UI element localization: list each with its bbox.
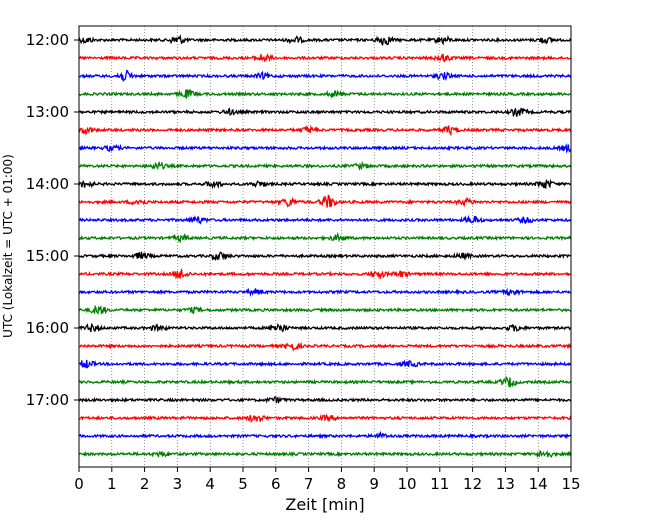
seismic-trace (78, 124, 572, 137)
x-tick-label: 6 (271, 475, 281, 493)
x-tick-label: 7 (304, 475, 314, 493)
x-tick-label: 12 (463, 475, 482, 493)
plot-frame (78, 25, 572, 468)
y-tick-label: 13:00 (26, 103, 69, 121)
seismic-trace (78, 107, 572, 118)
x-tick-label: 8 (337, 475, 347, 493)
seismic-trace (78, 142, 572, 154)
seismic-trace (78, 396, 572, 404)
y-tick-label: 12:00 (26, 31, 69, 49)
seismic-trace (78, 53, 572, 63)
seismic-trace (78, 178, 572, 190)
seismic-trace (78, 375, 572, 389)
x-tick-label: 14 (529, 475, 548, 493)
seismic-trace (78, 323, 572, 333)
x-tick-label: 10 (397, 475, 416, 493)
seismic-trace (78, 449, 572, 459)
x-tick-label: 11 (430, 475, 449, 493)
x-tick-label: 1 (107, 475, 117, 493)
seismic-trace (78, 359, 572, 369)
seismic-trace (78, 194, 572, 208)
y-tick-label: 17:00 (26, 391, 69, 409)
y-axis-label: UTC (Lokalzeit = UTC + 01:00) (1, 154, 15, 338)
seismic-trace (78, 341, 572, 352)
y-tick-label: 14:00 (26, 175, 69, 193)
x-axis-ticks: 0 1 2 3 4 5 6 7 8 9 10 11 12 13 14 15 (74, 467, 581, 493)
seismic-trace (78, 231, 572, 244)
x-tick-label: 0 (74, 475, 84, 493)
seismic-trace (78, 268, 572, 280)
x-tick-label: 3 (173, 475, 183, 493)
x-axis-label: Zeit [min] (285, 495, 364, 514)
seismic-trace (79, 304, 572, 315)
x-tick-label: 9 (369, 475, 379, 493)
seismic-trace (79, 413, 572, 423)
seismic-trace (78, 88, 572, 99)
seismic-trace (78, 34, 571, 46)
x-tick-label: 13 (496, 475, 515, 493)
x-tick-label: 4 (205, 475, 215, 493)
x-tick-label: 5 (238, 475, 248, 493)
seismic-trace (78, 214, 572, 225)
y-tick-label: 16:00 (26, 319, 69, 337)
seismic-traces (78, 34, 572, 459)
seismic-trace (78, 430, 572, 440)
seismic-trace (78, 160, 571, 172)
seismic-trace (78, 251, 572, 262)
x-tick-label: 2 (140, 475, 150, 493)
y-axis-ticks: 12:00 13:00 14:00 15:00 16:00 17:00 (26, 31, 79, 409)
x-tick-label: 15 (561, 475, 580, 493)
seismic-trace (78, 69, 572, 83)
seismic-trace (78, 287, 572, 298)
y-tick-label: 15:00 (26, 247, 69, 265)
